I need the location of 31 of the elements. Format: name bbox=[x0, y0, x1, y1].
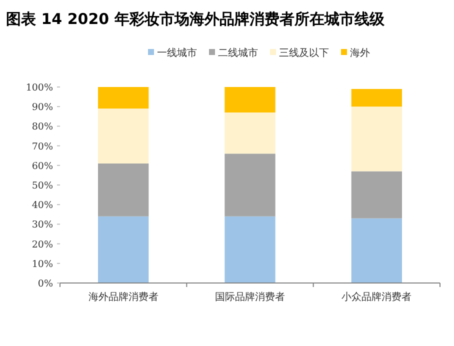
legend-label: 一线城市 bbox=[157, 47, 197, 59]
bar bbox=[224, 87, 276, 112]
y-tick-label: 60% bbox=[32, 160, 53, 172]
bar bbox=[224, 112, 276, 154]
bar bbox=[351, 171, 402, 218]
chart-title: 图表 14 2020 年彩妆市场海外品牌消费者所在城市线级 bbox=[6, 10, 386, 28]
bar bbox=[98, 163, 149, 216]
y-tick-label: 40% bbox=[32, 200, 53, 212]
bar bbox=[98, 87, 149, 109]
y-tick-label: 90% bbox=[32, 102, 53, 114]
y-tick-label: 80% bbox=[32, 122, 53, 133]
y-tick-label: 100% bbox=[26, 82, 53, 94]
y-tick-label: 10% bbox=[32, 258, 53, 270]
legend-label: 海外 bbox=[350, 47, 370, 59]
bar bbox=[351, 88, 402, 107]
x-tick-label: 国际品牌消费者 bbox=[215, 291, 285, 303]
bar bbox=[98, 108, 149, 164]
bar bbox=[224, 216, 276, 283]
legend-label: 二线城市 bbox=[218, 47, 258, 59]
legend-label: 三线及以下 bbox=[279, 47, 329, 59]
bar bbox=[351, 218, 402, 283]
y-tick-label: 50% bbox=[32, 180, 53, 192]
x-tick-label: 海外品牌消费者 bbox=[88, 291, 158, 303]
bar bbox=[224, 154, 276, 216]
y-tick-label: 0% bbox=[38, 278, 53, 290]
bar bbox=[351, 106, 402, 172]
y-tick-label: 20% bbox=[32, 239, 53, 250]
y-tick-label: 70% bbox=[32, 141, 53, 152]
bar bbox=[98, 216, 149, 283]
y-tick-label: 30% bbox=[32, 220, 53, 231]
x-tick-label: 小众品牌消费者 bbox=[342, 291, 412, 303]
